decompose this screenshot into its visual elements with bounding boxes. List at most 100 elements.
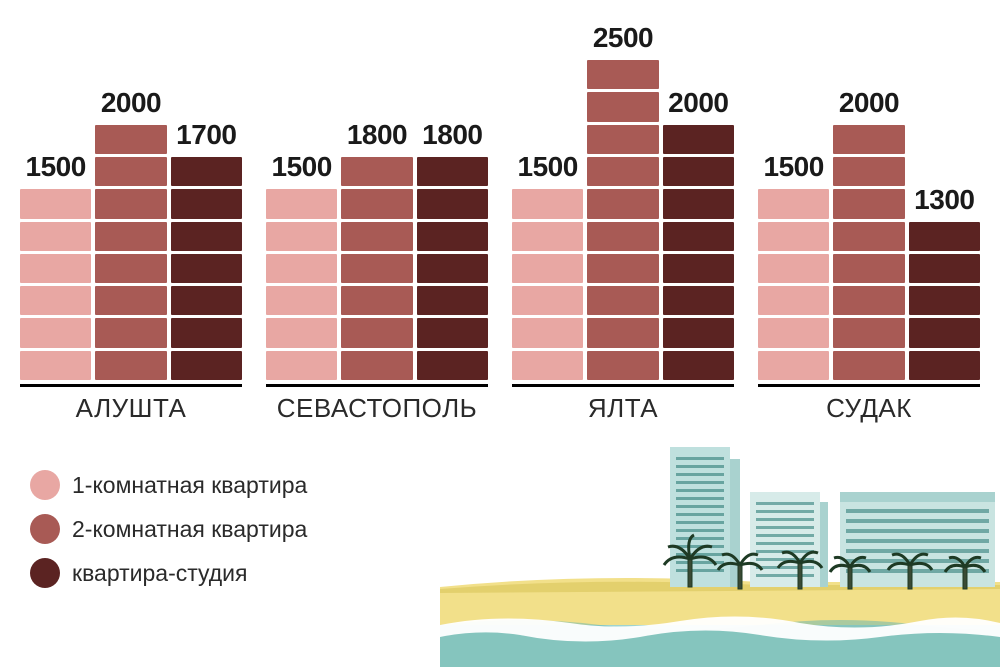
bar-segment xyxy=(512,318,583,347)
city-label: АЛУШТА xyxy=(20,393,242,424)
bar-segment xyxy=(95,222,166,251)
bar-segment xyxy=(587,222,658,251)
bars-row: 1500 2500 2000 xyxy=(512,20,734,380)
bar xyxy=(417,157,488,380)
bar-segment xyxy=(587,157,658,186)
bar xyxy=(758,189,829,380)
bar-segment xyxy=(95,125,166,154)
bar-column: 1800 xyxy=(341,119,412,380)
bar-segment xyxy=(417,189,488,218)
bar-column: 2500 xyxy=(587,22,658,380)
bar-value-label: 1500 xyxy=(518,151,578,183)
bar xyxy=(266,189,337,380)
bar-value-label: 1800 xyxy=(422,119,482,151)
bar-segment xyxy=(833,318,904,347)
bar-segment xyxy=(587,351,658,380)
city-label: ЯЛТА xyxy=(512,393,734,424)
bar-segment xyxy=(95,254,166,283)
legend-label: 1-комнатная квартира xyxy=(72,472,307,499)
bar-segment xyxy=(909,318,980,347)
bar-segment xyxy=(95,351,166,380)
bar-segment xyxy=(512,189,583,218)
bar-segment xyxy=(266,318,337,347)
city-group: 150020001300СУДАК xyxy=(758,20,980,424)
bar-segment xyxy=(266,351,337,380)
legend-row: квартира-студия xyxy=(30,558,307,588)
bar-value-label: 2000 xyxy=(101,87,161,119)
bar-segment xyxy=(833,286,904,315)
city-group: 150018001800СЕВАСТОПОЛЬ xyxy=(266,20,488,424)
bar-segment xyxy=(417,286,488,315)
bar xyxy=(20,189,91,380)
bar-column: 1500 xyxy=(512,151,583,380)
bar-value-label: 1300 xyxy=(914,184,974,216)
bar-segment xyxy=(417,254,488,283)
legend-label: квартира-студия xyxy=(72,560,247,587)
bar-segment xyxy=(95,189,166,218)
legend: 1-комнатная квартира 2-комнатная квартира… xyxy=(30,470,307,588)
bar-segment xyxy=(20,351,91,380)
bar-value-label: 1500 xyxy=(272,151,332,183)
bar-segment xyxy=(758,318,829,347)
bar xyxy=(587,60,658,380)
bar-segment xyxy=(833,254,904,283)
bar-column: 1800 xyxy=(417,119,488,380)
bar-segment xyxy=(663,254,734,283)
bar xyxy=(663,125,734,380)
bar-segment xyxy=(20,286,91,315)
axis-baseline xyxy=(266,384,488,387)
bar-value-label: 2000 xyxy=(668,87,728,119)
bar-value-label: 1800 xyxy=(347,119,407,151)
bar-value-label: 2000 xyxy=(839,87,899,119)
bar-column: 1500 xyxy=(20,151,91,380)
bar-segment xyxy=(341,318,412,347)
bar-column: 1700 xyxy=(171,119,242,380)
bar-value-label: 1500 xyxy=(764,151,824,183)
bar-segment xyxy=(663,286,734,315)
bar-segment xyxy=(417,351,488,380)
bar-segment xyxy=(587,286,658,315)
city-group: 1500 2500 2000 ЯЛТА xyxy=(512,20,734,424)
bar-segment xyxy=(417,318,488,347)
bar-segment xyxy=(417,222,488,251)
bar-value-label: 1700 xyxy=(176,119,236,151)
axis-baseline xyxy=(758,384,980,387)
bar-segment xyxy=(341,189,412,218)
bar-column: 1500 xyxy=(266,151,337,380)
bar-segment xyxy=(909,351,980,380)
bar-value-label: 1500 xyxy=(26,151,86,183)
bar-segment xyxy=(417,157,488,186)
infographic-canvas: 150020001700АЛУШТА150018001800СЕВАСТОПОЛ… xyxy=(0,0,1000,667)
legend-row: 2-комнатная квартира xyxy=(30,514,307,544)
bar-segment xyxy=(833,351,904,380)
bar-segment xyxy=(95,286,166,315)
bar-segment xyxy=(266,222,337,251)
bar-value-label: 2500 xyxy=(593,22,653,54)
legend-swatch xyxy=(30,514,60,544)
bar-segment xyxy=(909,254,980,283)
bars-row: 1500 2000 1300 xyxy=(758,20,980,380)
bar-segment xyxy=(171,351,242,380)
bars-row: 1500 1800 1800 xyxy=(266,20,488,380)
bar-segment xyxy=(663,157,734,186)
bar-segment xyxy=(512,254,583,283)
bar-segment xyxy=(587,125,658,154)
bar-segment xyxy=(587,189,658,218)
bar-segment xyxy=(171,286,242,315)
bar-segment xyxy=(95,157,166,186)
bar-segment xyxy=(95,318,166,347)
bar-segment xyxy=(512,286,583,315)
bar-segment xyxy=(833,125,904,154)
bar-column: 1500 xyxy=(758,151,829,380)
bar-segment xyxy=(20,189,91,218)
bar-segment xyxy=(587,254,658,283)
legend-row: 1-комнатная квартира xyxy=(30,470,307,500)
city-group: 1500 2000 1700 АЛУШТА xyxy=(20,20,242,424)
bar-segment xyxy=(341,222,412,251)
bar-segment xyxy=(758,222,829,251)
bar-segment xyxy=(758,351,829,380)
bars-row: 1500 2000 1700 xyxy=(20,20,242,380)
bar-segment xyxy=(171,189,242,218)
bar-segment xyxy=(20,254,91,283)
bar-segment xyxy=(341,351,412,380)
